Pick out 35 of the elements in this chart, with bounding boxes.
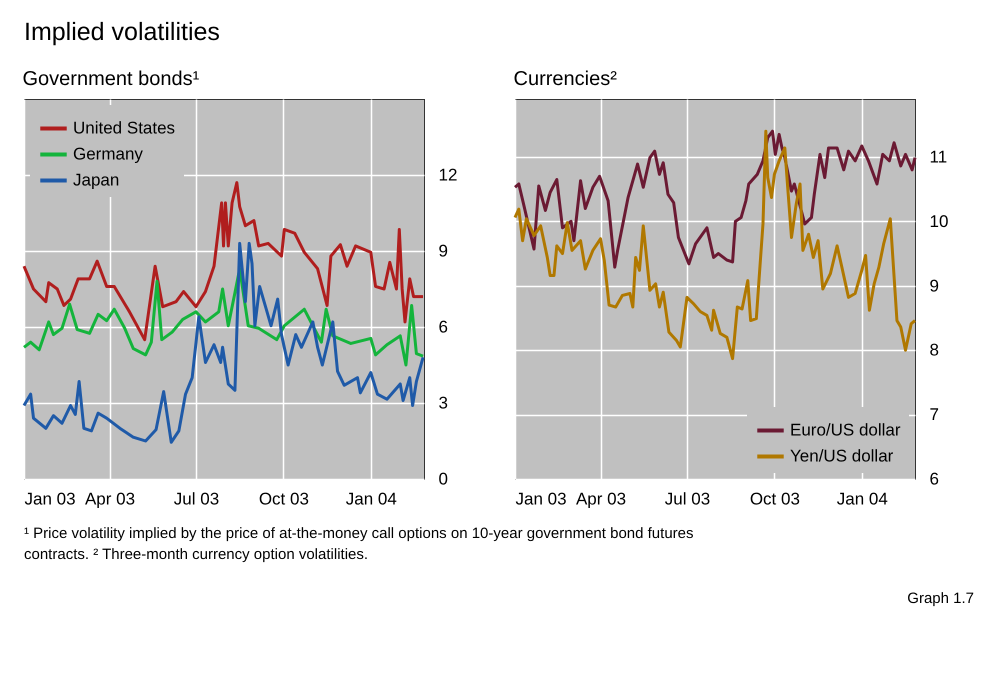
chart-title: Currencies²	[514, 68, 618, 90]
y-tick-label: 9	[930, 276, 939, 296]
legend-label: United States	[73, 118, 176, 138]
line-series	[22, 242, 425, 444]
y-tick-label: 0	[438, 470, 448, 488]
y-tick-label: 7	[930, 405, 939, 424]
y-tick-label: 9	[438, 242, 448, 260]
line-series	[514, 130, 916, 269]
y-tick-label: 8	[930, 340, 939, 360]
line-series	[22, 267, 425, 366]
x-tick-label: Apr 03	[84, 490, 136, 508]
y-tick-label: 6	[930, 470, 939, 488]
legend-label: Yen/US dollar	[790, 446, 894, 466]
x-tick-label: Jul 03	[174, 490, 220, 508]
y-tick-label: 10	[930, 212, 948, 231]
caption: Graph 1.7	[907, 590, 974, 607]
legend-label: Euro/US dollar	[790, 420, 901, 440]
x-tick-label: Jan 04	[836, 490, 888, 508]
y-tick-label: 12	[438, 166, 458, 184]
y-tick-label: 6	[438, 318, 448, 336]
line-series	[514, 130, 916, 360]
y-tick-label: 11	[930, 147, 948, 166]
x-tick-label: Jan 04	[346, 490, 397, 508]
x-tick-label: Apr 03	[576, 490, 626, 508]
chart-title: Government bonds¹	[22, 68, 200, 90]
text: ¹ Price volatility implied by the price of at-the-money call options on 10-year government bond futures contracts. ² Three-month currency option volatilities.	[24, 525, 694, 563]
x-tick-label: Oct 03	[750, 490, 800, 508]
text: Implied volatilities	[24, 18, 220, 46]
x-tick-label: Jul 03	[664, 490, 710, 508]
x-tick-label: Oct 03	[258, 490, 309, 508]
legend-label: Germany	[73, 144, 144, 164]
x-tick-label: Jan 03	[24, 490, 76, 508]
y-tick-label: 3	[438, 394, 448, 412]
x-tick-label: Jan 03	[516, 490, 567, 508]
legend-label: Japan	[73, 170, 120, 190]
